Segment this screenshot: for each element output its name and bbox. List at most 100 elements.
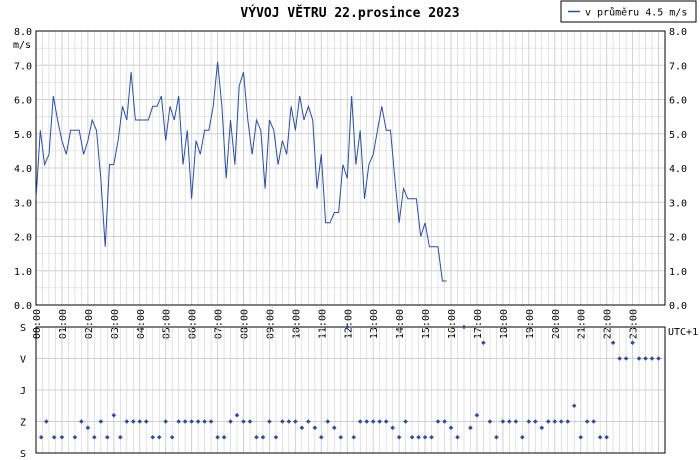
- x-tick-label: 17:00: [473, 309, 484, 339]
- direction-point: [416, 434, 421, 440]
- direction-point: [182, 419, 188, 424]
- direction-point: [370, 419, 376, 424]
- y-tick-label-right: 5.0: [669, 130, 687, 141]
- legend: v průměru 4.5 m/s: [560, 0, 697, 23]
- direction-point: [597, 434, 603, 440]
- direction-point: [286, 419, 292, 424]
- x-axis-tick-labels: 00:00 01:00 02:00 03:00 04:00 05:00 06:00 07:00…: [32, 309, 640, 339]
- x-tick-label: 10:00: [291, 309, 302, 339]
- x-tick-label: 15:00: [421, 309, 432, 339]
- x-tick-label: 07:00: [214, 309, 225, 339]
- wind-speed-series-line: [35, 61, 447, 282]
- direction-point: [85, 425, 91, 431]
- wind-direction-points: [38, 324, 661, 440]
- direction-point: [357, 419, 363, 424]
- x-tick-label: 18:00: [499, 309, 510, 339]
- legend-label: v průměru 4.5 m/s: [585, 7, 687, 19]
- x-tick-label: 04:00: [136, 309, 147, 339]
- direction-point: [435, 419, 441, 424]
- direction-point: [623, 356, 629, 361]
- x-tick-label: 11:00: [317, 309, 328, 339]
- y-tick-label-left: 1.0: [14, 267, 32, 278]
- direction-point: [617, 356, 622, 361]
- chart-title: VÝVOJ VĚTRU 22.prosince 2023: [240, 5, 459, 21]
- direction-point: [461, 324, 467, 330]
- direction-point: [208, 419, 214, 424]
- direction-point: [312, 425, 318, 431]
- direction-point: [299, 425, 305, 431]
- direction-point: [59, 434, 65, 440]
- direction-point: [481, 340, 486, 346]
- direction-point: [293, 419, 298, 424]
- main-plot-frame: [35, 30, 666, 306]
- direction-point: [331, 425, 337, 431]
- direction-point: [273, 434, 279, 440]
- y-tick-label-left: 3.0: [14, 198, 32, 209]
- direction-point: [143, 419, 149, 424]
- direction-point: [169, 434, 175, 440]
- direction-point: [124, 419, 130, 424]
- direction-axis-tick-labels: S V J Z S: [20, 323, 26, 460]
- main-plot-grid: [35, 30, 666, 306]
- direction-point: [643, 356, 648, 361]
- direction-point: [422, 434, 428, 440]
- direction-point: [137, 419, 143, 424]
- timezone-label: UTC+1: [668, 327, 698, 338]
- x-tick-label: 00:00: [32, 309, 43, 339]
- direction-point: [571, 403, 577, 409]
- direction-point: [390, 425, 395, 431]
- direction-point: [130, 419, 136, 424]
- direction-point: [44, 419, 49, 424]
- direction-point: [591, 419, 596, 424]
- direction-point: [234, 412, 240, 418]
- direction-point: [344, 324, 350, 330]
- direction-point: [630, 340, 635, 346]
- direction-point: [51, 434, 57, 440]
- direction-point: [228, 419, 233, 424]
- x-tick-label: 02:00: [84, 309, 95, 339]
- y-tick-label-left: 6.0: [14, 96, 32, 107]
- direction-point: [448, 425, 454, 431]
- direction-point: [383, 419, 389, 424]
- x-tick-label: 03:00: [110, 309, 121, 339]
- direction-point: [156, 434, 162, 440]
- direction-point: [38, 434, 44, 440]
- direction-point: [377, 419, 382, 424]
- x-tick-label: 16:00: [447, 309, 458, 339]
- direction-point: [105, 434, 110, 440]
- y-tick-label-right: 6.0: [669, 96, 687, 107]
- direction-point: [338, 434, 344, 440]
- y-tick-label-left: 2.0: [14, 233, 32, 244]
- direction-point: [260, 434, 266, 440]
- x-tick-label: 09:00: [265, 309, 276, 339]
- direction-point: [409, 434, 415, 440]
- y-tick-label-left: 7.0: [14, 61, 32, 72]
- direction-point: [98, 419, 104, 424]
- direction-plot-border: [35, 326, 666, 454]
- direction-point: [533, 419, 538, 424]
- x-tick-label: 22:00: [603, 309, 614, 339]
- direction-point: [247, 419, 253, 424]
- y-tick-label-right: 1.0: [669, 267, 687, 278]
- y-tick-label-left: 4.0: [14, 164, 32, 175]
- direction-point: [111, 412, 117, 418]
- direction-tick-label: Z: [20, 418, 26, 429]
- x-tick-label: 01:00: [58, 309, 69, 339]
- direction-point: [79, 419, 84, 424]
- y-tick-label-right: 0.0: [669, 301, 687, 312]
- direction-point: [656, 356, 661, 361]
- x-tick-label: 19:00: [525, 309, 536, 339]
- direction-point: [545, 419, 551, 424]
- direction-tick-label: V: [20, 355, 26, 366]
- direction-point: [215, 434, 220, 440]
- y-tick-label-right: 4.0: [669, 164, 687, 175]
- direction-point: [487, 419, 493, 424]
- y-axis-unit-label: m/s: [13, 40, 31, 51]
- direction-point: [474, 412, 480, 418]
- direction-point: [267, 419, 272, 424]
- legend-box: [560, 0, 697, 23]
- direction-tick-label: S: [20, 323, 26, 334]
- direction-point: [306, 419, 311, 424]
